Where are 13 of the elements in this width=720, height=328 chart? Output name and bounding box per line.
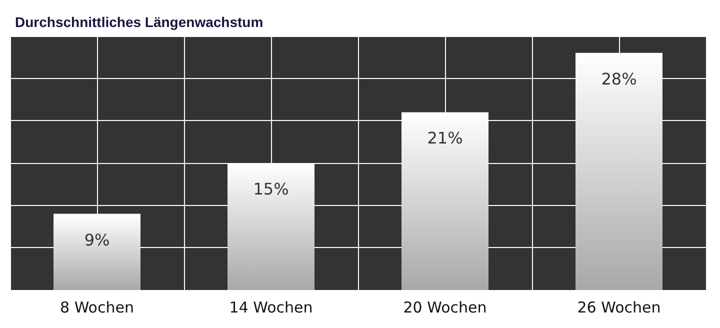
- x-tick-label: 26 Wochen: [577, 298, 661, 316]
- x-tick-label: 8 Wochen: [60, 298, 134, 316]
- data-label: 21%: [427, 128, 463, 148]
- x-tick-label: 14 Wochen: [229, 298, 313, 316]
- data-label: 9%: [84, 230, 110, 250]
- bar: [54, 214, 140, 290]
- chart-title: Durchschnittliches Längenwachstum: [15, 14, 264, 30]
- bar: [228, 163, 314, 290]
- data-label: 15%: [253, 180, 289, 198]
- data-label: 28%: [601, 69, 637, 88]
- x-tick-label: 20 Wochen: [403, 298, 487, 316]
- bar: [576, 52, 662, 290]
- bar: [402, 112, 488, 290]
